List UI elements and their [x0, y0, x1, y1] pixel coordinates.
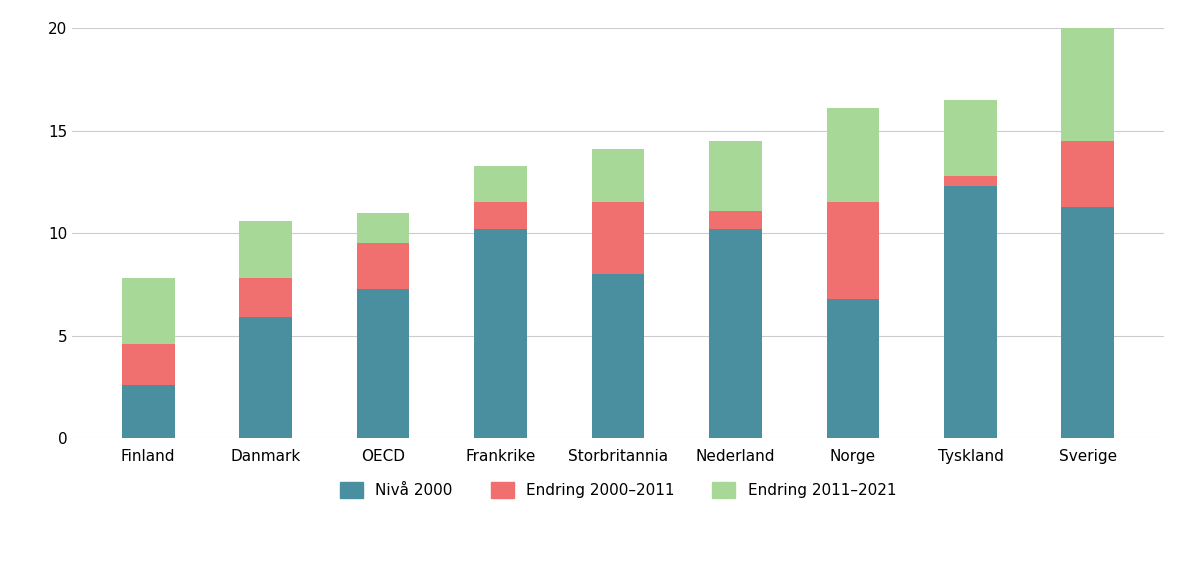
Bar [709, 211, 762, 229]
Bar [592, 149, 644, 202]
Bar [944, 176, 997, 186]
Bar [121, 385, 174, 438]
Bar [239, 318, 292, 438]
Bar [1062, 141, 1115, 207]
Bar [827, 299, 880, 438]
Bar [944, 186, 997, 438]
Bar [356, 213, 409, 243]
Bar [709, 229, 762, 438]
Bar [1062, 207, 1115, 438]
Bar [944, 100, 997, 176]
Bar [592, 202, 644, 274]
Bar [239, 278, 292, 318]
Bar [592, 274, 644, 438]
Bar [121, 278, 174, 344]
Bar [827, 108, 880, 202]
Bar [474, 202, 527, 229]
Bar [827, 202, 880, 299]
Bar [356, 289, 409, 438]
Bar [356, 243, 409, 289]
Legend: Nivå 2000, Endring 2000–2011, Endring 2011–2021: Nivå 2000, Endring 2000–2011, Endring 20… [334, 477, 902, 505]
Bar [709, 141, 762, 211]
Bar [474, 166, 527, 202]
Bar [474, 229, 527, 438]
Bar [1062, 28, 1115, 141]
Bar [239, 221, 292, 278]
Bar [121, 344, 174, 385]
